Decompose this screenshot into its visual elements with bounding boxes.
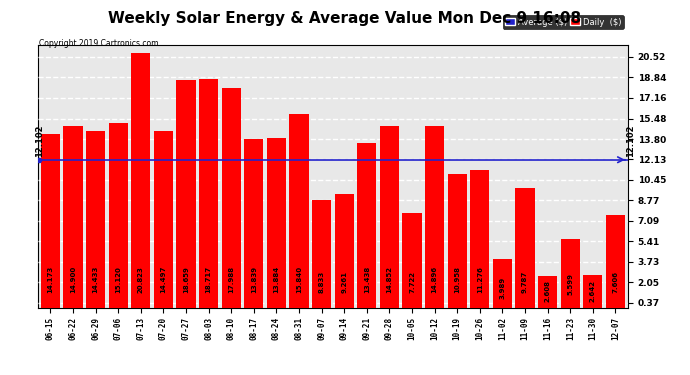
- Bar: [289, 114, 308, 308]
- Bar: [108, 123, 128, 308]
- Bar: [86, 131, 105, 308]
- Text: 9.787: 9.787: [522, 271, 528, 293]
- Bar: [402, 213, 422, 308]
- Text: 7.606: 7.606: [613, 271, 618, 293]
- Text: 20.823: 20.823: [138, 266, 144, 293]
- Text: 15.120: 15.120: [115, 266, 121, 293]
- Text: 18.659: 18.659: [183, 266, 189, 293]
- Bar: [493, 259, 512, 308]
- Text: 13.438: 13.438: [364, 266, 370, 293]
- Text: Weekly Solar Energy & Average Value Mon Dec 9 16:08: Weekly Solar Energy & Average Value Mon …: [108, 11, 582, 26]
- Text: 13.839: 13.839: [250, 266, 257, 293]
- Bar: [538, 276, 558, 308]
- Bar: [63, 126, 83, 308]
- Bar: [312, 200, 331, 308]
- Text: 12.102: 12.102: [35, 125, 44, 157]
- Bar: [131, 53, 150, 307]
- Text: Copyright 2019 Cartronics.com: Copyright 2019 Cartronics.com: [39, 39, 159, 48]
- Text: 3.989: 3.989: [500, 276, 506, 299]
- Bar: [380, 126, 399, 308]
- Text: 8.833: 8.833: [319, 271, 324, 293]
- Text: 2.608: 2.608: [544, 280, 551, 302]
- Bar: [561, 239, 580, 308]
- Bar: [357, 143, 377, 308]
- Text: 11.276: 11.276: [477, 266, 483, 293]
- Text: 15.840: 15.840: [296, 266, 302, 293]
- Text: 9.261: 9.261: [342, 271, 347, 293]
- Text: 14.900: 14.900: [70, 266, 76, 293]
- Text: 13.884: 13.884: [273, 266, 279, 293]
- Bar: [583, 275, 602, 308]
- Text: 14.896: 14.896: [432, 266, 437, 293]
- Text: 17.988: 17.988: [228, 266, 234, 293]
- Legend: Average ($), Daily  ($): Average ($), Daily ($): [502, 15, 624, 29]
- Text: 5.599: 5.599: [567, 273, 573, 295]
- Text: 14.433: 14.433: [92, 266, 99, 293]
- Bar: [335, 194, 354, 308]
- Text: 7.722: 7.722: [409, 271, 415, 293]
- Text: 2.642: 2.642: [590, 280, 596, 302]
- Bar: [471, 170, 489, 308]
- Bar: [425, 126, 444, 308]
- Bar: [515, 188, 535, 308]
- Bar: [221, 88, 241, 308]
- Text: 14.497: 14.497: [160, 266, 166, 293]
- Bar: [244, 138, 264, 308]
- Bar: [267, 138, 286, 308]
- Text: 10.958: 10.958: [454, 266, 460, 293]
- Bar: [154, 130, 173, 308]
- Bar: [177, 80, 195, 308]
- Bar: [41, 135, 60, 308]
- Bar: [448, 174, 467, 308]
- Text: 14.852: 14.852: [386, 266, 393, 293]
- Text: 14.173: 14.173: [48, 266, 53, 293]
- Bar: [606, 214, 625, 308]
- Text: 18.717: 18.717: [206, 266, 212, 293]
- Bar: [199, 79, 218, 308]
- Text: 12.102: 12.102: [626, 125, 635, 157]
